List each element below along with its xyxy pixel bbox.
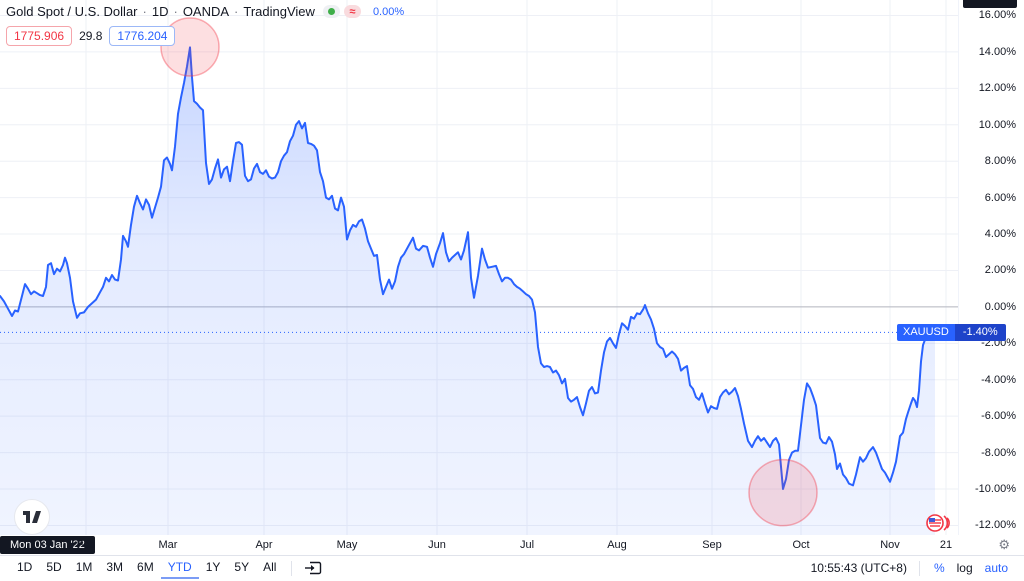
- toolbar-divider: [291, 560, 293, 576]
- y-axis-label: -6.00%: [981, 410, 1016, 423]
- percent-scale-button[interactable]: %: [928, 559, 951, 577]
- auto-scale-button[interactable]: auto: [979, 559, 1014, 577]
- last-price-symbol: XAUUSD: [897, 324, 955, 341]
- chart-legend: Gold Spot / U.S. Dollar · 1D · OANDA · T…: [6, 4, 404, 46]
- tradingview-logo[interactable]: [14, 499, 50, 535]
- y-axis-label: 2.00%: [984, 264, 1016, 277]
- y-axis-label: 0.00%: [984, 300, 1016, 313]
- alert-glyph: ≈: [349, 5, 356, 18]
- range-button-1d[interactable]: 1D: [10, 557, 39, 579]
- x-axis-label: Nov: [880, 539, 900, 551]
- october-low-highlight[interactable]: [748, 458, 818, 527]
- symbol-title[interactable]: Gold Spot / U.S. Dollar: [6, 4, 138, 19]
- price-axis[interactable]: 16.00% 14.00% 12.00% 10.00% 8.00% 6.00% 4.00% 2…: [958, 0, 1024, 535]
- x-axis-label: May: [336, 539, 358, 551]
- y-axis-label: -4.00%: [981, 373, 1016, 386]
- x-axis-label: Mar: [158, 539, 178, 551]
- crosshair-change-percent: 0.00%: [372, 5, 405, 18]
- axis-settings-gear-icon[interactable]: ⚙: [998, 537, 1010, 552]
- area-fill: [0, 47, 935, 535]
- range-button-all[interactable]: All: [256, 557, 283, 579]
- market-flag-icon[interactable]: [925, 513, 955, 538]
- bottom-toolbar: 1D 5D 1M 3M 6M YTD 1Y 5Y All 10:55:43 (UTC+8) % …: [0, 555, 1024, 580]
- march-peak-highlight[interactable]: [160, 17, 220, 77]
- y-axis-label: 8.00%: [984, 155, 1016, 168]
- range-button-1m[interactable]: 1M: [69, 557, 100, 579]
- range-button-ytd[interactable]: YTD: [160, 557, 199, 579]
- go-to-date-button[interactable]: [300, 559, 326, 578]
- flag-rings-icon: [926, 514, 950, 532]
- go-to-date-icon: [305, 561, 322, 574]
- price-line[interactable]: [0, 46, 936, 490]
- y-axis-label: 12.00%: [978, 82, 1016, 95]
- x-axis-label: Sep: [702, 539, 722, 551]
- range-selector: 1D 5D 1M 3M 6M YTD 1Y 5Y All: [10, 557, 283, 579]
- y-axis-label: -12.00%: [975, 519, 1016, 532]
- tradingview-logo-icon: [23, 511, 41, 523]
- alert-wave-icon[interactable]: ≈: [343, 5, 361, 18]
- price-chart-canvas[interactable]: [0, 0, 958, 535]
- toolbar-divider: [918, 560, 920, 576]
- last-price-change: -1.40%: [954, 324, 1006, 341]
- x-axis-label: Jul: [519, 539, 535, 551]
- y-axis-label: -10.00%: [975, 483, 1016, 496]
- range-button-5y[interactable]: 5Y: [227, 557, 256, 579]
- time-axis[interactable]: Mon 03 Jan '22 ⚙ Feb Mar Apr May Jun Jul Aug Se…: [0, 535, 1024, 555]
- separator-dot: ·: [142, 4, 147, 19]
- separator-dot: ·: [173, 4, 178, 19]
- brand-label[interactable]: TradingView: [243, 4, 315, 19]
- market-open-status-icon[interactable]: [322, 5, 340, 18]
- y-axis-label: -8.00%: [981, 446, 1016, 459]
- range-button-5d[interactable]: 5D: [39, 557, 68, 579]
- crosshair-date-badge: Mon 03 Jan '22: [0, 536, 95, 554]
- separator-dot: ·: [234, 4, 239, 19]
- range-button-3m[interactable]: 3M: [99, 557, 130, 579]
- clock-timezone[interactable]: 10:55:43 (UTC+8): [810, 561, 907, 575]
- x-axis-label: Jun: [428, 539, 446, 551]
- last-price-label: XAUUSD -1.40%: [897, 324, 1006, 341]
- y-axis-label: 6.00%: [984, 191, 1016, 204]
- spread-value: 29.8: [79, 29, 103, 43]
- y-axis-label: 16.00%: [978, 9, 1016, 22]
- y-axis-label: 4.00%: [984, 228, 1016, 241]
- range-button-1y[interactable]: 1Y: [199, 557, 228, 579]
- log-scale-button[interactable]: log: [951, 559, 979, 577]
- interval-label[interactable]: 1D: [151, 4, 169, 19]
- y-axis-label: 14.00%: [978, 45, 1016, 58]
- bid-price-badge[interactable]: 1775.906: [6, 26, 73, 46]
- x-axis-label: Feb: [76, 539, 96, 551]
- x-axis-label: Apr: [255, 539, 273, 551]
- range-button-6m[interactable]: 6M: [130, 557, 161, 579]
- x-axis-label: 21: [939, 539, 953, 551]
- y-axis-label: 10.00%: [978, 118, 1016, 131]
- ask-price-badge[interactable]: 1776.204: [109, 26, 176, 46]
- x-axis-label: Oct: [792, 539, 810, 551]
- exchange-label[interactable]: OANDA: [182, 4, 230, 19]
- x-axis-label: Aug: [607, 539, 627, 551]
- crosshair-price-badge: [963, 0, 1017, 8]
